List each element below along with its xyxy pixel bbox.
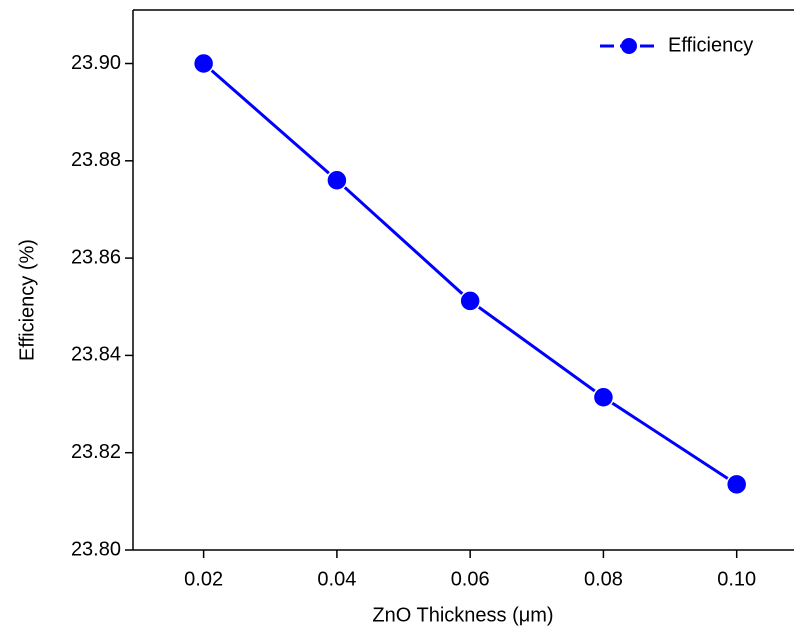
y-tick-label: 23.80 [71,538,121,560]
data-point [194,54,214,74]
y-tick-label: 23.84 [71,344,121,366]
x-tick-label: 0.06 [451,568,490,590]
data-point [593,387,613,407]
chart: ZnO Thickness (μm) Efficiency (%) 23.80 2… [0,0,794,636]
y-tick-label: 23.82 [71,441,121,463]
y-tick-label: 23.88 [71,149,121,171]
legend-marker [621,38,637,54]
y-axis-label: Efficiency (%) [16,239,38,361]
y-tick-label: 23.90 [71,52,121,74]
legend-label: Efficiency [668,34,753,56]
data-point [460,291,480,311]
x-tick-label: 0.10 [717,568,756,590]
x-tick-label: 0.04 [317,568,356,590]
data-point [327,170,347,190]
y-tick-label: 23.86 [71,246,121,268]
x-axis-label: ZnO Thickness (μm) [372,604,553,626]
data-line [204,64,737,485]
data-point [727,474,747,494]
x-tick-label: 0.08 [584,568,623,590]
x-tick-label: 0.02 [184,568,223,590]
